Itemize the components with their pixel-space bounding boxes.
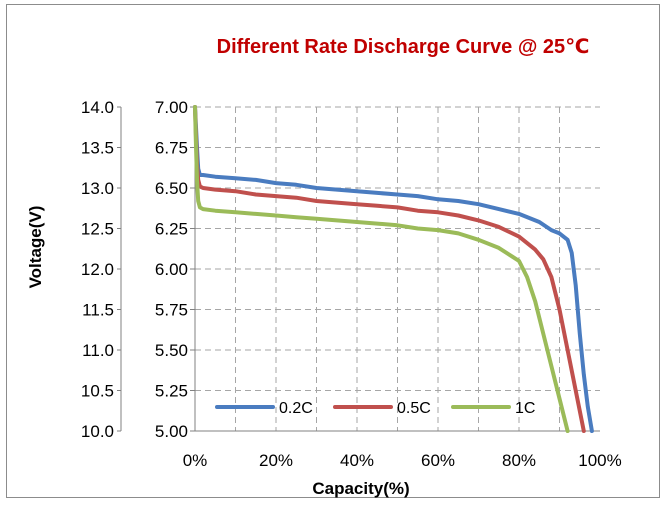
y-tick-label: 5.75 bbox=[155, 301, 188, 320]
y-tick-label: 6.50 bbox=[155, 179, 188, 198]
x-tick-labels: 0% 20% 40% 60% 80% 100% bbox=[183, 451, 622, 470]
x-tick-label: 40% bbox=[340, 451, 374, 470]
series-line-0.5C bbox=[193, 105, 586, 433]
y-tick-label: 5.00 bbox=[155, 422, 188, 441]
y2-tick-label: 14.0 bbox=[81, 98, 114, 117]
y2-tick-label: 11.0 bbox=[82, 341, 114, 360]
y-axis-label: Voltage(V) bbox=[26, 206, 45, 289]
chart-canvas: Different Rate Discharge Curve @ 25℃ 5.0… bbox=[26, 36, 622, 498]
legend: 0.2C 0.5C 1C bbox=[215, 400, 535, 417]
y-tick-label: 5.25 bbox=[155, 382, 188, 401]
legend-label: 1C bbox=[515, 400, 535, 417]
y2-tick-label: 12.5 bbox=[81, 220, 114, 239]
y2-tick-label: 13.5 bbox=[81, 139, 114, 158]
legend-label: 0.5C bbox=[397, 400, 431, 417]
x-axis-label: Capacity(%) bbox=[312, 479, 409, 498]
series-lines bbox=[193, 105, 594, 433]
series-line-0.2C bbox=[193, 105, 594, 433]
y2-tick-label: 11.5 bbox=[82, 301, 114, 320]
x-tick-label: 0% bbox=[183, 451, 208, 470]
x-tick-label: 80% bbox=[502, 451, 536, 470]
y2-tick-label: 10.5 bbox=[81, 382, 114, 401]
y-tick-label: 6.25 bbox=[155, 220, 188, 239]
y-tick-labels: 5.00 10.0 5.25 10.5 5.50 11.0 5.75 11.5 6.00 12.0… bbox=[81, 98, 195, 441]
x-tick-label: 20% bbox=[259, 451, 293, 470]
chart-title: Different Rate Discharge Curve @ 25℃ bbox=[217, 36, 590, 58]
x-tick-label: 60% bbox=[421, 451, 455, 470]
y-tick-label: 5.50 bbox=[155, 341, 188, 360]
series-line-1C bbox=[193, 105, 570, 433]
y-tick-label: 6.00 bbox=[155, 260, 188, 279]
y2-tick-label: 12.0 bbox=[81, 260, 114, 279]
y-tick-label: 7.00 bbox=[155, 98, 188, 117]
y2-tick-label: 13.0 bbox=[81, 179, 114, 198]
chart-frame: Different Rate Discharge Curve @ 25℃ 5.0… bbox=[6, 4, 660, 498]
y2-tick-label: 10.0 bbox=[81, 422, 114, 441]
legend-label: 0.2C bbox=[279, 400, 313, 417]
y-tick-label: 6.75 bbox=[155, 139, 188, 158]
gridlines bbox=[195, 106, 600, 431]
x-tick-label: 100% bbox=[578, 451, 621, 470]
